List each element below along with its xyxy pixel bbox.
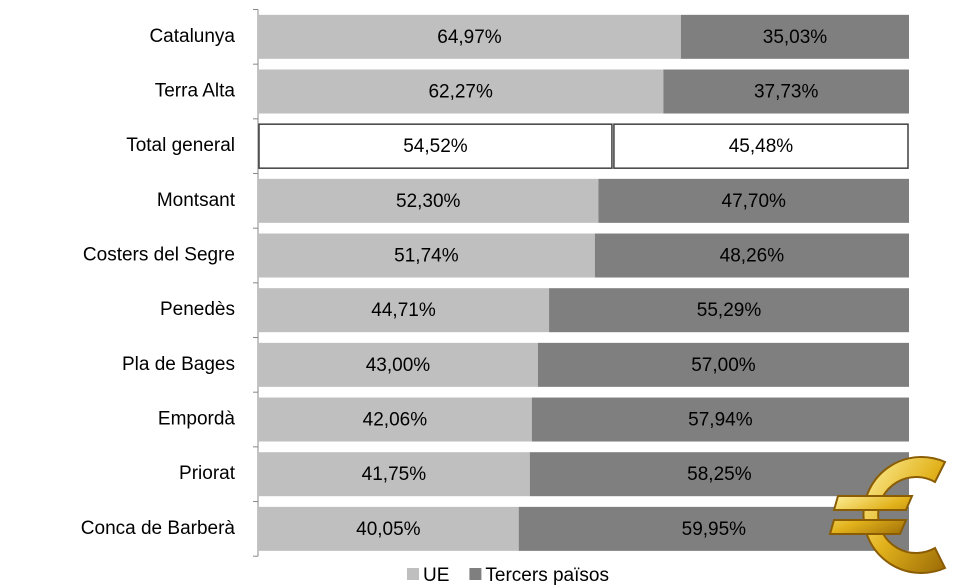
- bar-segment: [258, 69, 664, 114]
- legend-swatch: [407, 568, 419, 580]
- value-label: 51,74%: [394, 246, 459, 267]
- bar-segment: [549, 288, 909, 333]
- category-label: Empordà: [158, 409, 236, 430]
- bar-segment: [258, 342, 538, 387]
- value-label: 44,71%: [371, 300, 436, 321]
- bar-segment: [594, 233, 909, 278]
- category-label: Catalunya: [149, 26, 235, 47]
- category-label: Penedès: [160, 299, 235, 320]
- bar-segment: [613, 123, 909, 169]
- bar-segment: [680, 14, 909, 59]
- bar-segment: [258, 397, 532, 442]
- value-label: 47,70%: [722, 191, 787, 212]
- value-label: 57,94%: [688, 410, 753, 431]
- value-label: 52,30%: [396, 191, 461, 212]
- bar-segment: [663, 69, 909, 114]
- bar-segment: [258, 452, 530, 497]
- value-label: 57,00%: [691, 355, 756, 376]
- value-label: 58,25%: [687, 464, 752, 485]
- bar-segment: [537, 342, 909, 387]
- value-label: 37,73%: [754, 82, 819, 103]
- legend-label: Tercers països: [485, 565, 609, 586]
- value-label: 42,06%: [363, 410, 428, 431]
- bar-segment: [258, 123, 613, 169]
- bar-segment: [258, 178, 599, 223]
- category-label: Total general: [126, 135, 235, 156]
- category-label: Conca de Barberà: [81, 518, 236, 539]
- bar-segment: [258, 506, 519, 551]
- bar-segment: [529, 452, 909, 497]
- value-label: 59,95%: [682, 519, 747, 540]
- value-label: 43,00%: [366, 355, 431, 376]
- value-label: 35,03%: [763, 27, 828, 48]
- value-label: 45,48%: [729, 136, 794, 157]
- category-label: Priorat: [179, 463, 236, 484]
- category-label: Montsant: [157, 190, 236, 211]
- value-label: 55,29%: [697, 300, 762, 321]
- value-label: 48,26%: [720, 246, 785, 267]
- euro-icon: [828, 456, 947, 574]
- category-label: Terra Alta: [155, 81, 236, 102]
- bar-segment: [531, 397, 909, 442]
- value-label: 64,97%: [437, 27, 502, 48]
- value-label: 62,27%: [428, 82, 493, 103]
- bar-segment: [598, 178, 909, 223]
- value-label: 54,52%: [403, 136, 468, 157]
- legend-swatch: [469, 568, 482, 580]
- value-label: 40,05%: [356, 519, 421, 540]
- legend-label: UE: [423, 565, 449, 586]
- bar-segment: [258, 288, 550, 333]
- bar-segment: [258, 14, 681, 59]
- value-label: 41,75%: [362, 464, 427, 485]
- bar-segment: [258, 233, 595, 278]
- category-label: Costers del Segre: [83, 245, 235, 266]
- category-label: Pla de Bages: [122, 354, 235, 375]
